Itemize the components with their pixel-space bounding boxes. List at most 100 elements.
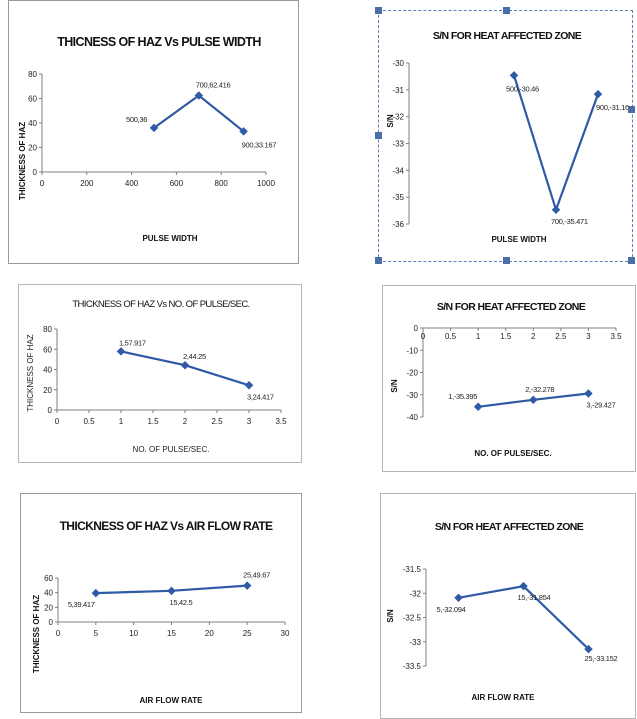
- data-point: [593, 89, 603, 99]
- data-point: [244, 381, 254, 390]
- series-line: [512, 74, 600, 214]
- x-tick-label: 5: [94, 629, 99, 638]
- resize-handle-middle-right[interactable]: [628, 106, 635, 113]
- data-label: 2,-32.278: [525, 385, 554, 394]
- x-axis-label: PULSE WIDTH: [142, 234, 197, 243]
- y-tick-label: -30: [392, 59, 404, 68]
- x-tick-label: 2.5: [211, 417, 223, 426]
- y-axis-label: THICKNESS OF HAZ: [26, 334, 35, 411]
- y-tick-label: 80: [28, 70, 37, 79]
- x-tick-label: 3.5: [610, 332, 622, 341]
- y-axis-label: THICKNESS OF HAZ: [32, 595, 41, 673]
- x-tick-label: 0: [40, 179, 45, 188]
- y-axis-label: S/N: [386, 609, 395, 623]
- data-label: 1,57.917: [119, 338, 146, 347]
- y-tick-label: -32: [392, 113, 404, 122]
- data-point: [239, 127, 248, 136]
- y-tick-label: -34: [392, 166, 404, 175]
- x-tick-label: 3: [247, 417, 252, 426]
- x-tick-label: 1000: [257, 179, 275, 188]
- x-tick-label: 400: [125, 179, 139, 188]
- y-tick-label: 20: [28, 144, 37, 153]
- y-axis-label: S/N: [390, 379, 399, 393]
- chart-svg: S/N FOR HEAT AFFECTED ZONE S/N NO. OF PU…: [390, 301, 622, 458]
- data-point: [167, 586, 176, 596]
- data-point: [116, 347, 126, 356]
- resize-handle-top-middle[interactable]: [503, 7, 510, 14]
- data-label: 700,-35.471: [551, 217, 588, 226]
- y-tick-label: -40: [406, 413, 418, 422]
- chart-svg: THICNESS OF HAZ Vs PULSE WIDTH THICKNESS…: [18, 35, 277, 243]
- y-tick-label: -32.5: [403, 614, 422, 623]
- y-tick-label: -20: [406, 369, 418, 378]
- y-tick-label: -32: [409, 589, 421, 598]
- x-tick-label: 0: [421, 332, 426, 341]
- x-tick-label: 0.5: [445, 332, 457, 341]
- x-tick-label: 10: [129, 629, 138, 638]
- plot-area: 0-10-20-30-400 0.5 1 1.5 2 2.5 3 3.51,-35.3952,…: [406, 324, 622, 422]
- data-point: [194, 91, 204, 100]
- data-label: 15,42.5: [170, 598, 193, 607]
- y-tick-label: 0: [49, 618, 54, 627]
- data-label: 2,44.25: [183, 352, 206, 361]
- y-tick-label: 40: [44, 589, 53, 598]
- series-line: [153, 94, 245, 133]
- x-tick-label: 800: [215, 179, 229, 188]
- x-tick-label: 2.5: [555, 332, 567, 341]
- chart-svg: S/N FOR HEAT AFFECTED ZONE S/N AIR FLOW …: [386, 521, 618, 702]
- data-point: [91, 588, 101, 598]
- data-point: [454, 593, 463, 603]
- y-tick-label: -31.5: [403, 565, 422, 574]
- resize-handle-bottom-left[interactable]: [375, 257, 382, 264]
- resize-handle-top-left[interactable]: [375, 7, 382, 14]
- x-tick-label: 0: [56, 629, 61, 638]
- x-axis-label: PULSE WIDTH: [491, 235, 546, 244]
- x-axis-label: NO. OF PULSE/SEC.: [474, 449, 551, 458]
- data-label: 3,-29.427: [586, 400, 615, 409]
- y-axis-label: S/N: [386, 114, 395, 128]
- y-tick-label: 0: [33, 168, 38, 177]
- x-tick-label: 2: [531, 332, 536, 341]
- chart-haz-vs-air-flow-rate: THICKNESS OF HAZ Vs AIR FLOW RATE THICKN…: [20, 493, 302, 713]
- x-tick-label: 1.5: [500, 332, 512, 341]
- x-tick-label: 0: [55, 417, 60, 426]
- y-tick-label: 40: [43, 366, 52, 375]
- x-tick-label: 600: [170, 179, 184, 188]
- chart-svg: THICKNESS OF HAZ Vs NO. OF PULSE/SEC. TH…: [26, 299, 287, 454]
- y-tick-label: 0: [414, 324, 419, 333]
- chart-svg: THICKNESS OF HAZ Vs AIR FLOW RATE THICKN…: [32, 519, 290, 705]
- x-tick-label: 3.5: [275, 417, 287, 426]
- chart-sn-vs-pulse-width[interactable]: S/N FOR HEAT AFFECTED ZONE S/N PULSE WID…: [375, 7, 635, 264]
- resize-handle-bottom-middle[interactable]: [503, 257, 510, 264]
- y-tick-label: -33.5: [403, 662, 422, 671]
- y-tick-label: 80: [43, 325, 52, 334]
- data-point: [473, 402, 483, 411]
- data-label: 900,33.167: [242, 140, 277, 149]
- data-label: 25,-33.152: [585, 654, 618, 663]
- chart-title: S/N FOR HEAT AFFECTED ZONE: [435, 521, 584, 533]
- resize-handle-bottom-right[interactable]: [628, 257, 635, 264]
- chart-title: S/N FOR HEAT AFFECTED ZONE: [437, 301, 586, 313]
- y-tick-label: -35: [392, 193, 404, 202]
- chart-haz-vs-pulse-width: THICNESS OF HAZ Vs PULSE WIDTH THICKNESS…: [8, 0, 299, 264]
- x-tick-label: 1: [119, 417, 124, 426]
- chart-title: S/N FOR HEAT AFFECTED ZONE: [433, 30, 582, 42]
- x-tick-label: 200: [80, 179, 94, 188]
- y-tick-label: 20: [43, 386, 52, 395]
- data-label: 700,62.416: [196, 81, 231, 90]
- x-tick-label: 25: [243, 629, 252, 638]
- data-point: [149, 123, 159, 133]
- data-point: [242, 581, 252, 590]
- plot-area: -30-31-32-33-34-35-360200400600800100050…: [392, 59, 629, 229]
- data-label: 15,-31.854: [518, 593, 551, 602]
- chart-svg: S/N FOR HEAT AFFECTED ZONE S/N PULSE WID…: [386, 30, 629, 244]
- resize-handle-middle-left[interactable]: [375, 132, 382, 139]
- data-point: [551, 205, 561, 215]
- data-point: [509, 71, 519, 80]
- x-tick-label: 20: [205, 629, 214, 638]
- data-label: 5,39.417: [68, 600, 95, 609]
- y-tick-label: -33: [409, 638, 421, 647]
- data-label: 3,24.417: [247, 392, 274, 401]
- x-axis-label: AIR FLOW RATE: [472, 693, 536, 702]
- y-tick-label: -10: [406, 346, 418, 355]
